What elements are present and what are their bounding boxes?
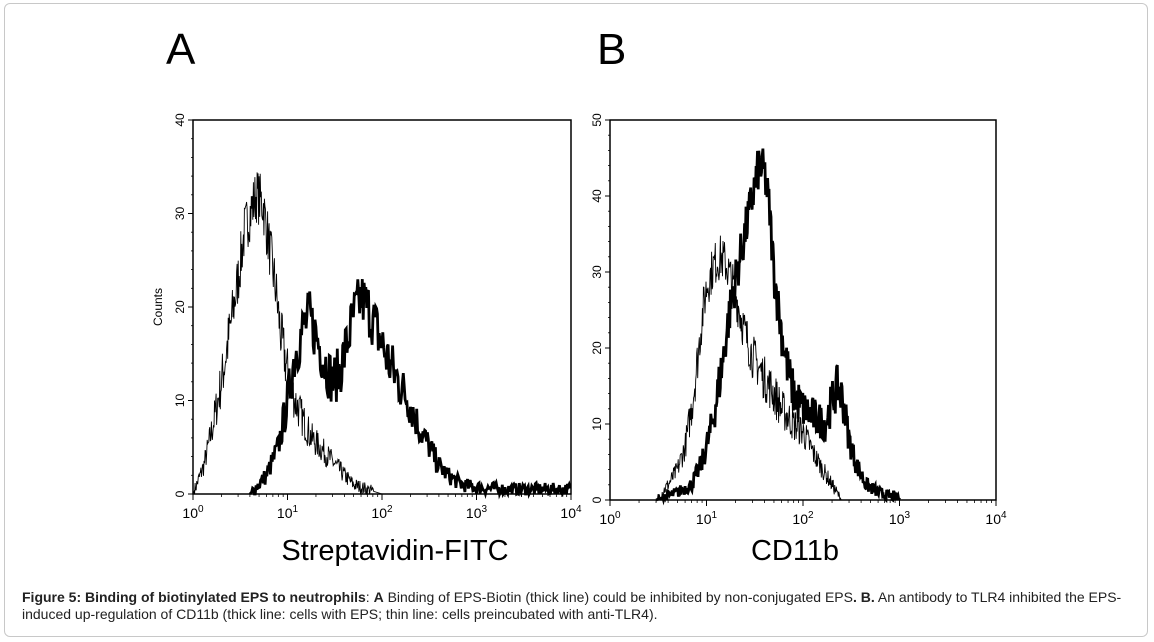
y-tick-label: 0 (173, 490, 187, 497)
series-thick-line (655, 148, 901, 506)
figure-frame (4, 3, 1148, 637)
y-tick-label: 10 (590, 417, 604, 431)
caption-b-label: B. (860, 589, 875, 605)
y-tick-label: 10 (173, 394, 187, 408)
x-tick-label: 103 (466, 504, 488, 521)
y-tick-label: 0 (590, 496, 604, 503)
y-tick-label: 30 (590, 265, 604, 279)
x-tick-label: 100 (182, 504, 204, 521)
chart-a-y-ticks: 0 10 20 30 40 (173, 113, 193, 497)
y-tick-label: 20 (590, 341, 604, 355)
x-tick-label: 104 (560, 504, 582, 521)
panel-b-letter: B (597, 25, 626, 74)
panel-a-letter: A (166, 25, 196, 74)
chart-b-series (655, 148, 901, 506)
chart-b-y-ticks: 0 10 20 30 40 50 (590, 113, 610, 503)
chart-a-frame (192, 119, 572, 495)
chart-b: 0 10 20 30 40 50 100 101 102 103 104 CD11b (590, 113, 1007, 567)
series-thin-line (192, 172, 383, 496)
caption-title: Figure 5: Binding of biotinylated EPS to… (22, 589, 366, 605)
chart-a-x-axis-label: Streptavidin-FITC (281, 535, 508, 567)
chart-b-x-ticks: 100 101 102 103 104 (599, 500, 1007, 527)
y-tick-label: 40 (590, 189, 604, 203)
x-tick-label: 103 (889, 510, 911, 527)
caption-a-text: Binding of EPS-Biotin (thick line) could… (383, 589, 853, 605)
caption-dot: . (852, 589, 861, 605)
x-tick-label: 102 (371, 504, 393, 521)
caption-a-label: A (373, 589, 384, 605)
x-tick-label: 101 (277, 504, 299, 521)
x-tick-label: 100 (599, 510, 621, 527)
x-tick-label: 104 (985, 510, 1007, 527)
x-tick-label: 102 (792, 510, 814, 527)
chart-a-x-ticks: 100 101 102 103 104 (182, 494, 582, 521)
figure-caption: Figure 5: Binding of biotinylated EPS to… (22, 589, 1142, 623)
y-tick-label: 40 (173, 113, 187, 127)
y-tick-label: 30 (173, 207, 187, 221)
chart-a-y-axis-label: Counts (151, 288, 165, 326)
chart-a: 0 10 20 30 40 100 101 102 103 104 Counts Strepta… (151, 113, 582, 567)
y-tick-label: 50 (590, 113, 604, 127)
series-thin-line (655, 235, 842, 501)
x-tick-label: 101 (696, 510, 718, 527)
series-thick-line (248, 279, 572, 500)
caption-sep: : (365, 589, 374, 605)
chart-b-x-axis-label: CD11b (751, 535, 839, 567)
caption-b-text: An antibody to TLR4 inhibited the EPS-in… (22, 589, 1122, 622)
chart-a-series (192, 172, 572, 500)
y-tick-label: 20 (173, 300, 187, 314)
chart-b-frame (609, 119, 997, 501)
